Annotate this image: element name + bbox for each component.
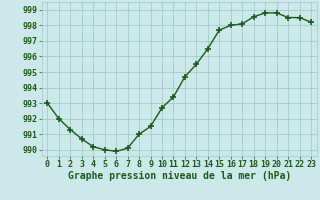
X-axis label: Graphe pression niveau de la mer (hPa): Graphe pression niveau de la mer (hPa): [68, 171, 291, 181]
